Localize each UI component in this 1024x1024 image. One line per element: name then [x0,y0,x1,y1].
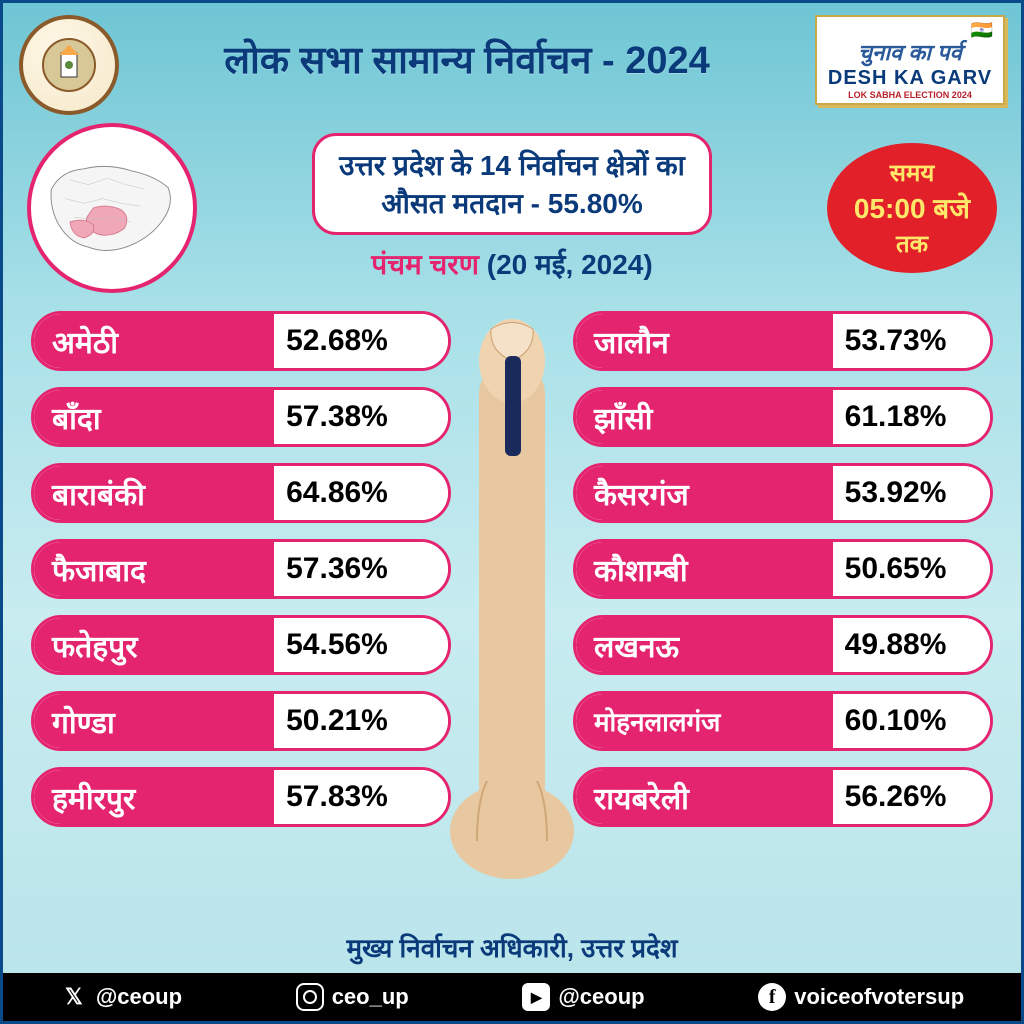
time-line1: समय [890,156,935,189]
constituency-row: गोण्डा50.21% [31,691,451,751]
average-turnout-box: उत्तर प्रदेश के 14 निर्वाचन क्षेत्रों का… [312,133,712,235]
constituency-row: लखनऊ49.88% [573,615,993,675]
subtitle-block: उत्तर प्रदेश के 14 निर्वाचन क्षेत्रों का… [215,133,809,283]
social-facebook: f voiceofvotersup [758,983,964,1011]
constituency-row: रायबरेली56.26% [573,767,993,827]
avg-line2: औसत मतदान - 55.80% [339,184,685,222]
constituency-row: अमेठी52.68% [31,311,451,371]
social-instagram: ceo_up [296,983,409,1011]
footer-org: मुख्य निर्वाचन अधिकारी, उत्तर प्रदेश [3,929,1021,965]
facebook-icon: f [758,983,786,1011]
constituency-row: फतेहपुर54.56% [31,615,451,675]
data-area: अमेठी52.68% बाँदा57.38% बाराबंकी64.86% फ… [3,311,1021,827]
constituency-row: हमीरपुर57.83% [31,767,451,827]
constituency-row: बाराबंकी64.86% [31,463,451,523]
time-line3: तक [896,227,928,260]
sub-header-row: उत्तर प्रदेश के 14 निर्वाचन क्षेत्रों का… [3,115,1021,293]
time-badge: समय 05:00 बजे तक [827,143,997,273]
social-bar: 𝕏 @ceoup ceo_up ▶ @ceoup f voiceofvoters… [3,973,1021,1021]
instagram-handle: ceo_up [332,984,409,1010]
main-title: लोक सभा सामान्य निर्वाचन - 2024 [131,15,803,85]
social-youtube: ▶ @ceoup [522,983,644,1011]
x-icon: 𝕏 [60,983,88,1011]
right-column: जालौन53.73% झाँसी61.18% कैसरगंज53.92% कौ… [573,311,993,827]
x-handle: @ceoup [96,984,182,1010]
inked-finger-icon [447,301,577,881]
social-x: 𝕏 @ceoup [60,983,182,1011]
constituency-row: कौशाम्बी50.65% [573,539,993,599]
youtube-handle: @ceoup [558,984,644,1010]
desh-ka-garv-badge: 🇮🇳 चुनाव का पर्व DESH KA GARV LOK SABHA … [815,15,1005,105]
avg-line1: उत्तर प्रदेश के 14 निर्वाचन क्षेत्रों का [339,146,685,184]
phase-date: (20 मई, 2024) [487,249,653,280]
left-column: अमेठी52.68% बाँदा57.38% बाराबंकी64.86% फ… [31,311,451,827]
garv-line3: LOK SABHA ELECTION 2024 [848,90,972,100]
ceo-logo [19,15,119,115]
youtube-icon: ▶ [522,983,550,1011]
up-map [27,123,197,293]
header-row: लोक सभा सामान्य निर्वाचन - 2024 🇮🇳 चुनाव… [3,3,1021,115]
garv-line2: DESH KA GARV [828,67,992,90]
tricolor-icon: 🇮🇳 [971,20,993,41]
time-line2: 05:00 बजे [854,189,970,227]
constituency-row: जालौन53.73% [573,311,993,371]
constituency-row: झाँसी61.18% [573,387,993,447]
phase-line: पंचम चरण (20 मई, 2024) [215,245,809,283]
constituency-row: फैजाबाद57.36% [31,539,451,599]
phase-label: पंचम चरण [371,249,479,280]
garv-line1: चुनाव का पर्व [858,37,962,67]
facebook-handle: voiceofvotersup [794,984,964,1010]
constituency-row: मोहनलालगंज60.10% [573,691,993,751]
constituency-row: कैसरगंज53.92% [573,463,993,523]
constituency-row: बाँदा57.38% [31,387,451,447]
instagram-icon [296,983,324,1011]
